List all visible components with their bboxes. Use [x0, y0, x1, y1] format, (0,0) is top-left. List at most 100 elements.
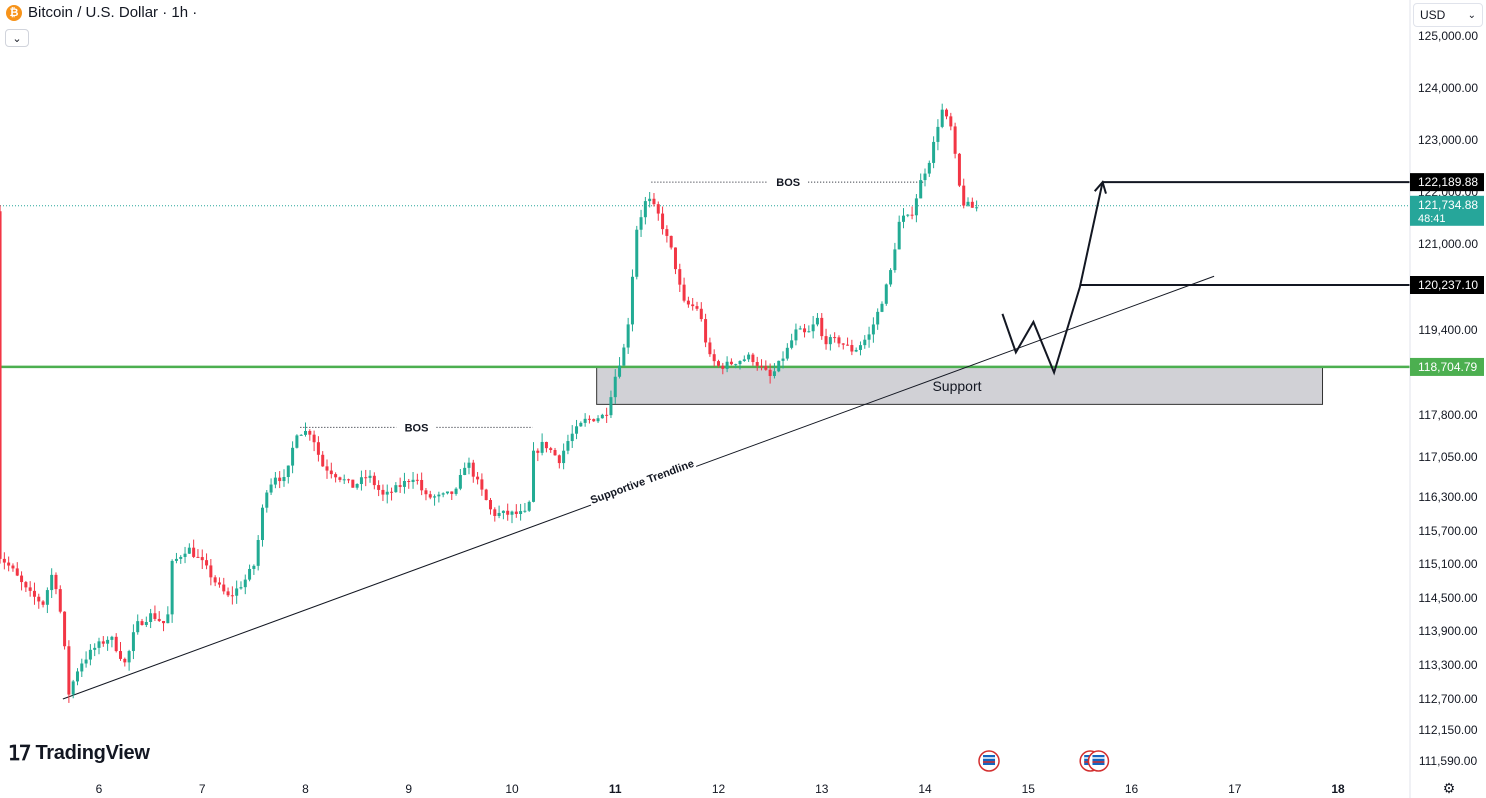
candle-body [863, 339, 867, 346]
candle-body [970, 201, 974, 208]
candle-body [932, 141, 936, 163]
price-tick-label: 114,500.00 [1418, 591, 1477, 605]
candle-body [897, 221, 901, 250]
gear-icon[interactable]: ⚙ [1442, 779, 1456, 796]
candle-body [334, 474, 338, 478]
candle-body [592, 419, 596, 422]
candle-body [893, 249, 897, 271]
candle-body [0, 211, 2, 559]
candle-body [15, 568, 19, 576]
candle-body [407, 481, 411, 483]
candle-body [411, 479, 415, 483]
candle-body [828, 337, 832, 345]
candle-body [420, 479, 424, 491]
projection-arrow-head [1093, 180, 1107, 194]
candle-body [566, 441, 570, 451]
candle-body [596, 418, 600, 422]
candle-body [32, 590, 36, 597]
candle-body [230, 595, 234, 597]
candle-body [665, 229, 669, 236]
candle-body [501, 510, 505, 513]
candle-body [278, 477, 282, 482]
candle-body [583, 418, 587, 423]
candle-body [149, 613, 153, 623]
candle-body [678, 269, 682, 285]
candle-body [704, 319, 708, 343]
candle-body [476, 476, 480, 480]
bitcoin-icon: ₿ [6, 4, 22, 21]
candle-body [661, 213, 665, 230]
candle-body [269, 484, 273, 493]
candle-body [751, 354, 755, 363]
candle-body [738, 361, 742, 365]
candle-body [11, 565, 15, 569]
candle-body [144, 622, 148, 625]
candle-body [127, 651, 131, 663]
candle-body [519, 511, 523, 514]
candle-body [123, 658, 127, 663]
time-tick-label: 12 [712, 782, 726, 796]
candle-body [544, 441, 548, 449]
candle-body [549, 448, 553, 451]
candle-body [768, 369, 772, 377]
candle-body [609, 397, 613, 416]
price-tick-label: 111,590.00 [1419, 754, 1478, 768]
candle-body [368, 475, 372, 478]
tradingview-logo[interactable]: 𝟣𝟩 TradingView [8, 741, 150, 765]
candle-body [7, 562, 11, 566]
support-price-label-background [1410, 357, 1484, 376]
candle-body [347, 479, 351, 481]
candle-body [858, 345, 862, 350]
candle-body [50, 574, 54, 591]
candle-body [936, 126, 940, 142]
candle-body [643, 201, 647, 218]
candle-body [299, 434, 303, 436]
candle-body [940, 109, 944, 127]
candle-body [88, 649, 92, 660]
price-tick-label: 117,050.00 [1418, 450, 1477, 464]
candle-body [97, 641, 101, 648]
collapse-legend-button[interactable]: ⌄ [5, 29, 29, 47]
candle-body [725, 361, 729, 369]
support-zone[interactable] [596, 366, 1324, 405]
candle-body [794, 329, 798, 341]
candle-body [205, 560, 209, 566]
us-flag-stripe [1092, 755, 1105, 765]
candle-body [587, 418, 591, 420]
candle-body [196, 556, 200, 558]
candle-body [695, 306, 699, 309]
projected-path[interactable] [1001, 181, 1104, 376]
price-tick-label: 123,000.00 [1418, 133, 1478, 147]
candle-body [618, 365, 622, 377]
support-price-label: 118,704.79 [1418, 360, 1477, 374]
candle-body [321, 454, 325, 467]
candle-body [527, 501, 531, 511]
candle-body [901, 215, 905, 222]
candle-body [906, 214, 910, 216]
candle-body [67, 646, 71, 695]
price-tick-label: 119,400.00 [1418, 323, 1477, 337]
price-tick-label: 124,000.00 [1418, 81, 1478, 95]
candle-body [119, 651, 123, 659]
candle-body [450, 491, 454, 494]
time-tick-label: 9 [405, 782, 412, 796]
candle-body [919, 180, 923, 199]
candle-body [630, 276, 634, 325]
candle-body [824, 336, 828, 345]
candle-body [493, 509, 497, 516]
candle-body [252, 565, 256, 569]
candle-body [187, 547, 191, 554]
candle-body [497, 512, 501, 516]
symbol-title[interactable]: Bitcoin / U.S. Dollar · 1h · [28, 4, 198, 21]
candle-body [136, 621, 140, 633]
time-tick-label: 7 [199, 782, 206, 796]
currency-selector[interactable]: USD ⌄ [1413, 3, 1483, 27]
candle-body [463, 467, 467, 475]
candle-body [162, 620, 166, 624]
candle-body [721, 365, 725, 369]
candle-body [54, 574, 58, 590]
time-tick-label: 8 [302, 782, 309, 796]
candle-body [424, 490, 428, 495]
candle-body [777, 360, 781, 372]
